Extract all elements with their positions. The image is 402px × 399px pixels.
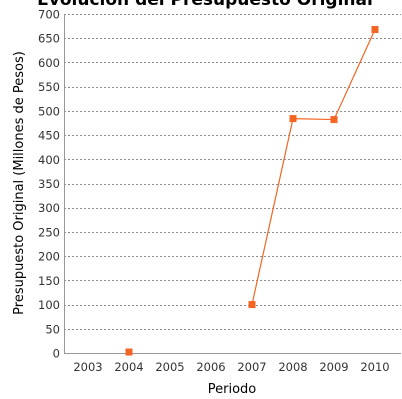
axes <box>64 14 401 354</box>
y-tick-label: 350 <box>38 177 60 191</box>
grid-lines <box>64 14 401 330</box>
data-point <box>125 348 133 356</box>
y-tick-label: 300 <box>38 201 60 215</box>
data-point <box>330 116 338 124</box>
y-tick-label: 500 <box>38 104 60 118</box>
y-tick-label: 600 <box>38 56 60 70</box>
y-tick-label: 650 <box>38 32 60 46</box>
x-tick-label: 2008 <box>278 360 307 374</box>
y-tick-label: 250 <box>38 225 60 239</box>
y-tick-label: 200 <box>38 250 60 264</box>
y-tick-label: 450 <box>38 129 60 143</box>
x-tick-label: 2009 <box>319 360 348 374</box>
x-tick-label: 2007 <box>237 360 266 374</box>
series-line <box>251 29 376 305</box>
x-tick-label: 2004 <box>114 360 143 374</box>
chart-title: Evolución del Presupuesto Original <box>37 0 373 10</box>
series <box>125 25 379 356</box>
y-tick-label: 550 <box>38 80 60 94</box>
y-tick-label: 50 <box>45 322 60 336</box>
tick-labels: 0 50 100 150 200 250 300 350 400 450 500 550 600 650 7… <box>38 8 390 375</box>
y-tick-label: 100 <box>38 298 60 312</box>
x-tick-label: 2003 <box>73 360 102 374</box>
y-tick-label: 700 <box>38 8 60 22</box>
x-tick-label: 2010 <box>360 360 389 374</box>
x-tick-label: 2006 <box>196 360 225 374</box>
y-tick-label: 0 <box>53 347 60 361</box>
y-tick-label: 400 <box>38 153 60 167</box>
y-axis-title: Presupuesto Original (Millones de Pesos) <box>12 51 27 315</box>
data-point <box>248 301 256 309</box>
x-tick-label: 2005 <box>155 360 184 374</box>
data-point <box>371 25 379 33</box>
y-tick-label: 150 <box>38 274 60 288</box>
x-axis-title: Periodo <box>208 382 257 395</box>
data-point <box>289 115 297 123</box>
